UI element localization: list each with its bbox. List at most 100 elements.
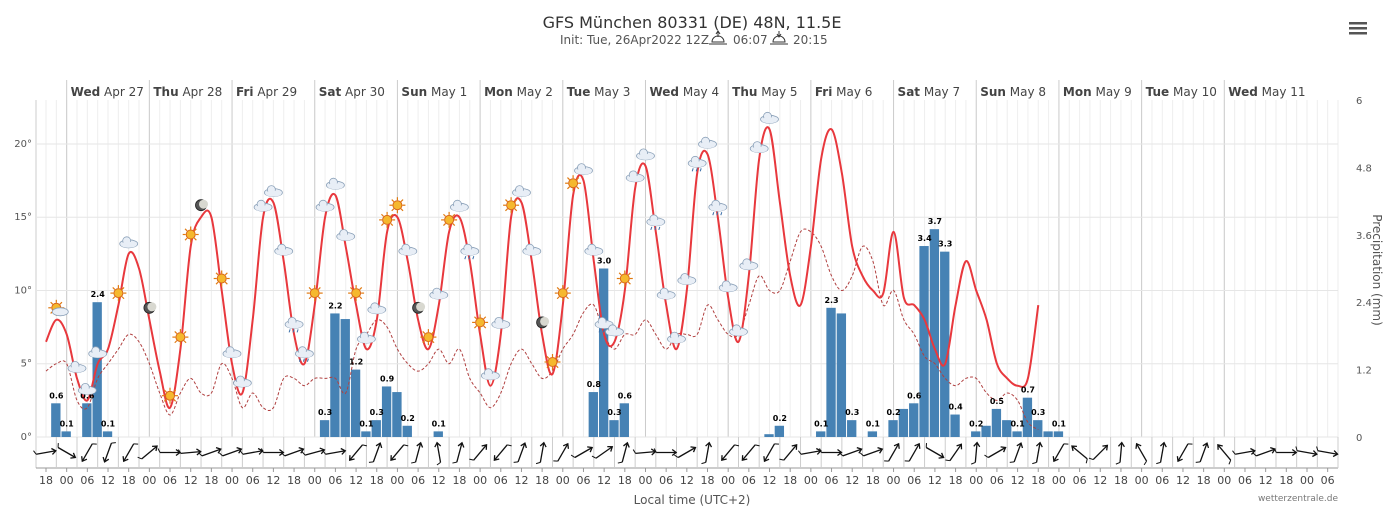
sun-disc xyxy=(392,200,403,211)
day-date: May 8 xyxy=(1006,85,1046,99)
wind-head xyxy=(390,455,396,461)
sun-icon xyxy=(172,329,189,346)
wind-barb xyxy=(239,450,244,455)
wind-barb xyxy=(137,456,142,460)
cloud-fill xyxy=(596,322,613,329)
wind-shaft xyxy=(1092,444,1108,461)
hour-tick-label: 12 xyxy=(1011,474,1025,487)
sun-ray xyxy=(422,340,426,344)
day-weekday: Fri xyxy=(815,85,832,99)
precip-value-label: 0.3 xyxy=(370,408,384,417)
day-label: Sat Apr 30 xyxy=(319,85,385,99)
wind-shaft xyxy=(741,444,756,461)
cloud-icon xyxy=(636,148,655,161)
sun-ray xyxy=(400,199,404,203)
precip-value-label: 0.9 xyxy=(380,374,395,383)
sun-ray xyxy=(546,355,550,359)
wind-barb xyxy=(513,461,519,463)
precip-value-label: 0.5 xyxy=(990,397,1005,406)
precip-value-label: 0.1 xyxy=(1010,419,1025,428)
wind-arrow-icon xyxy=(1273,448,1298,457)
wind-shaft xyxy=(925,446,944,459)
wind-arrow-icon xyxy=(1195,442,1210,463)
wind-arrow-icon xyxy=(411,441,424,464)
wind-head xyxy=(671,448,678,457)
wind-barb xyxy=(1032,461,1037,465)
day-label: Tue May 10 xyxy=(1146,85,1217,99)
sun-ray xyxy=(391,208,395,212)
wind-shaft xyxy=(284,448,304,457)
hour-tick-label: 12 xyxy=(1259,474,1273,487)
precip-bar xyxy=(598,268,609,437)
wind-head xyxy=(893,442,900,449)
day-weekday: Mon xyxy=(484,85,513,99)
wind-arrow-icon xyxy=(819,448,843,457)
precip-bar xyxy=(1012,431,1022,437)
wind-arrow-icon xyxy=(33,447,57,455)
day-weekday: Thu xyxy=(153,85,178,99)
wind-head xyxy=(1176,456,1183,463)
hour-tick-label: 18 xyxy=(535,474,549,487)
precip-value-label: 3.3 xyxy=(938,240,952,249)
cloud-icon xyxy=(574,163,593,176)
cloud-icon xyxy=(222,346,242,359)
wind-head xyxy=(1071,445,1077,452)
wind-arrow-icon xyxy=(1316,446,1339,458)
sun-ray xyxy=(627,272,631,276)
sun-disc xyxy=(506,200,517,211)
hour-tick-label: 12 xyxy=(349,474,363,487)
hour-tick-label: 12 xyxy=(101,474,115,487)
day-date: Apr 30 xyxy=(341,85,385,99)
wind-arrow-icon xyxy=(1156,441,1167,465)
grid xyxy=(45,80,1339,437)
credit-text: wetterzentrale.de xyxy=(1258,494,1339,504)
wind-arrow-icon xyxy=(741,444,760,461)
wind-barb xyxy=(553,460,558,462)
day-date: May 1 xyxy=(427,85,467,99)
wind-barb xyxy=(260,448,264,453)
sun-disc xyxy=(309,288,320,299)
sun-ray xyxy=(174,331,178,334)
sun-ray xyxy=(317,296,321,300)
hour-tick-label: 00 xyxy=(473,474,487,487)
hour-tick-label: 12 xyxy=(266,474,280,487)
sun-ray xyxy=(627,281,631,285)
precip-bar xyxy=(836,313,847,437)
precip-bar xyxy=(51,403,61,437)
sun-icon xyxy=(544,354,561,370)
hamburger-menu-icon[interactable] xyxy=(1349,20,1367,36)
rain-drop xyxy=(699,168,702,172)
hour-tick-label: 12 xyxy=(1093,474,1107,487)
wind-arrow-icon xyxy=(281,447,305,457)
sun-ray xyxy=(184,228,188,232)
day-weekday: Sun xyxy=(980,85,1006,99)
wind-head xyxy=(1250,447,1256,455)
precip-value-label: 0.2 xyxy=(401,414,415,423)
wind-shaft xyxy=(800,450,821,455)
wind-shaft xyxy=(57,446,76,459)
day-date: May 3 xyxy=(590,85,630,99)
wind-arrow-icon xyxy=(970,441,981,465)
sun-ray xyxy=(483,325,487,329)
sun-icon xyxy=(441,211,458,228)
cloud-icon xyxy=(718,280,738,293)
day-label: Sun May 8 xyxy=(980,85,1046,99)
sun-ray xyxy=(567,177,570,181)
hour-tick-label: 06 xyxy=(328,474,342,487)
rain-cloud-icon xyxy=(594,316,614,333)
cloud-fill xyxy=(430,293,447,300)
rain-drop xyxy=(464,256,467,260)
wind-head xyxy=(721,455,727,461)
wind-head xyxy=(51,447,57,455)
day-weekday: Thu xyxy=(732,85,757,99)
hour-tick-label: 18 xyxy=(122,474,136,487)
precip-value-label: 0.1 xyxy=(814,419,829,428)
day-date: May 9 xyxy=(1092,85,1132,99)
sun-icon xyxy=(182,226,199,243)
wind-shaft xyxy=(1119,442,1123,463)
wind-shaft xyxy=(763,443,776,462)
hour-tick-label: 06 xyxy=(1073,474,1087,487)
wind-barb xyxy=(403,444,409,447)
wind-shaft xyxy=(1317,450,1338,455)
sun-disc xyxy=(557,288,568,299)
